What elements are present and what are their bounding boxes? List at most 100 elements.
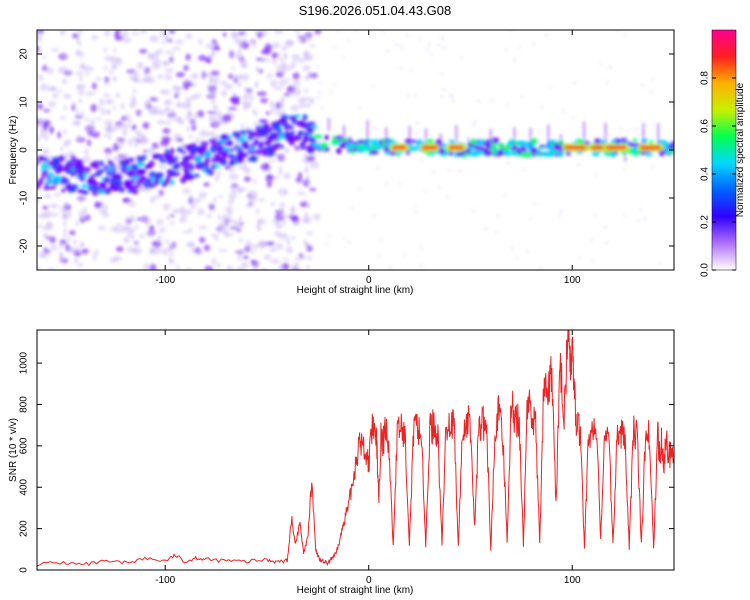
heatmap-cell	[496, 214, 500, 217]
heatmap-cell	[577, 163, 581, 167]
heatmap-cell	[120, 103, 125, 110]
heatmap-cell	[228, 73, 234, 80]
heatmap-cell	[107, 164, 113, 172]
heatmap-cell	[224, 206, 233, 213]
heatmap-cell	[227, 154, 236, 160]
heatmap-cell	[265, 241, 276, 246]
heatmap-cell	[261, 151, 269, 157]
heatmap-cell	[254, 263, 258, 269]
heatmap-cell	[63, 232, 67, 238]
heatmap-cell	[83, 166, 91, 174]
heatmap-cell	[77, 30, 83, 34]
heatmap-cell	[106, 99, 110, 105]
heatmap-cell	[74, 162, 83, 169]
heatmap-cell	[657, 123, 660, 145]
heatmap-cell	[131, 124, 137, 131]
heatmap-cell	[263, 254, 272, 261]
heatmap-cell	[64, 139, 72, 146]
heatmap-cell	[97, 189, 106, 194]
heatmap-cell	[123, 236, 131, 244]
heatmap-cell	[113, 181, 119, 187]
heatmap-cell	[217, 262, 221, 268]
heatmap-cell	[82, 155, 91, 163]
heatmap-cell	[70, 167, 75, 172]
bot-ytick-label: 1000	[19, 352, 30, 375]
heatmap-cell	[244, 92, 253, 99]
heatmap-cell	[243, 140, 249, 145]
heatmap-cell	[52, 92, 59, 99]
heatmap-cell	[128, 179, 136, 184]
heatmap-cell	[386, 50, 389, 53]
heatmap-cell	[37, 103, 44, 110]
heatmap-cell	[350, 206, 354, 210]
heatmap-cell	[282, 219, 286, 225]
heatmap-cell	[77, 188, 86, 194]
heatmap-cell	[651, 165, 654, 169]
heatmap-cell	[650, 91, 653, 94]
heatmap-cell	[238, 164, 242, 170]
heatmap-cell	[164, 107, 168, 113]
heatmap-cell	[641, 138, 648, 144]
heatmap-cell	[115, 229, 123, 233]
heatmap-cell	[60, 30, 64, 36]
heatmap-cell	[148, 160, 155, 167]
heatmap-cell	[540, 105, 544, 108]
heatmap-cell	[37, 45, 40, 53]
heatmap-cell	[643, 217, 647, 220]
heatmap-cell	[168, 257, 172, 263]
heatmap-cell	[306, 245, 313, 252]
heatmap-cell	[377, 254, 381, 258]
heatmap-cell	[74, 115, 83, 119]
heatmap-cell	[505, 151, 511, 157]
heatmap-cell	[151, 63, 161, 70]
heatmap-cell	[418, 37, 422, 40]
heatmap-cell	[278, 265, 282, 270]
heatmap-cell	[245, 166, 251, 175]
heatmap-cell	[154, 181, 159, 186]
heatmap-cell	[37, 161, 41, 165]
heatmap-cell	[166, 49, 170, 55]
heatmap-cell	[149, 35, 160, 43]
spectrogram-heatmap	[37, 30, 674, 270]
heatmap-cell	[243, 164, 247, 170]
heatmap-cell	[81, 62, 85, 68]
heatmap-cell	[439, 133, 442, 150]
heatmap-cell	[151, 142, 159, 150]
heatmap-cell	[216, 173, 220, 179]
heatmap-cell	[61, 188, 66, 193]
heatmap-cell	[278, 169, 282, 175]
snr-panel: -100 0 100 0 200 400 600 800 1000 Height of str…	[8, 329, 675, 596]
heatmap-cell	[270, 258, 281, 264]
heatmap-cell	[285, 78, 292, 82]
heatmap-cell	[76, 263, 84, 268]
heatmap-cell	[215, 120, 219, 126]
heatmap-cell	[314, 30, 322, 35]
heatmap-cell	[256, 148, 263, 156]
heatmap-cell	[63, 93, 72, 100]
heatmap-cell	[106, 109, 110, 115]
heatmap-cell	[304, 153, 308, 159]
heatmap-cell	[228, 173, 239, 181]
heatmap-cell	[49, 185, 57, 190]
heatmap-cell	[455, 125, 458, 144]
heatmap-cell	[116, 222, 121, 228]
heatmap-cell	[363, 144, 373, 150]
heatmap-cell	[221, 134, 229, 141]
heatmap-cell	[408, 125, 411, 145]
heatmap-cell	[141, 188, 152, 193]
heatmap-cell	[120, 116, 128, 121]
heatmap-cell	[74, 71, 85, 76]
heatmap-cell	[240, 123, 244, 129]
heatmap-cell	[243, 143, 249, 150]
top-xtick-label: 0	[366, 275, 372, 286]
heatmap-cell	[238, 255, 242, 261]
heatmap-cell	[578, 256, 581, 260]
heatmap-cell	[204, 265, 214, 270]
heatmap-cell	[272, 122, 280, 129]
heatmap-cell	[619, 127, 623, 130]
heatmap-cell	[131, 188, 139, 195]
heatmap-cell	[121, 174, 126, 179]
heatmap-cell	[413, 94, 417, 97]
heatmap-cell	[141, 135, 148, 140]
heatmap-cell	[46, 221, 52, 227]
